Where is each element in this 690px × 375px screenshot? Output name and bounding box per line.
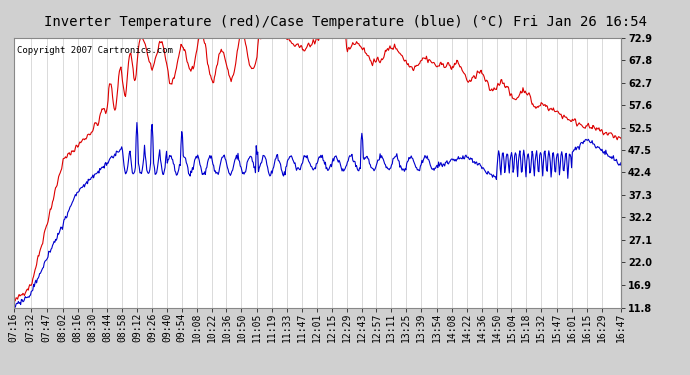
Text: Copyright 2007 Cartronics.com: Copyright 2007 Cartronics.com xyxy=(17,46,172,55)
Text: Inverter Temperature (red)/Case Temperature (blue) (°C) Fri Jan 26 16:54: Inverter Temperature (red)/Case Temperat… xyxy=(43,15,647,29)
